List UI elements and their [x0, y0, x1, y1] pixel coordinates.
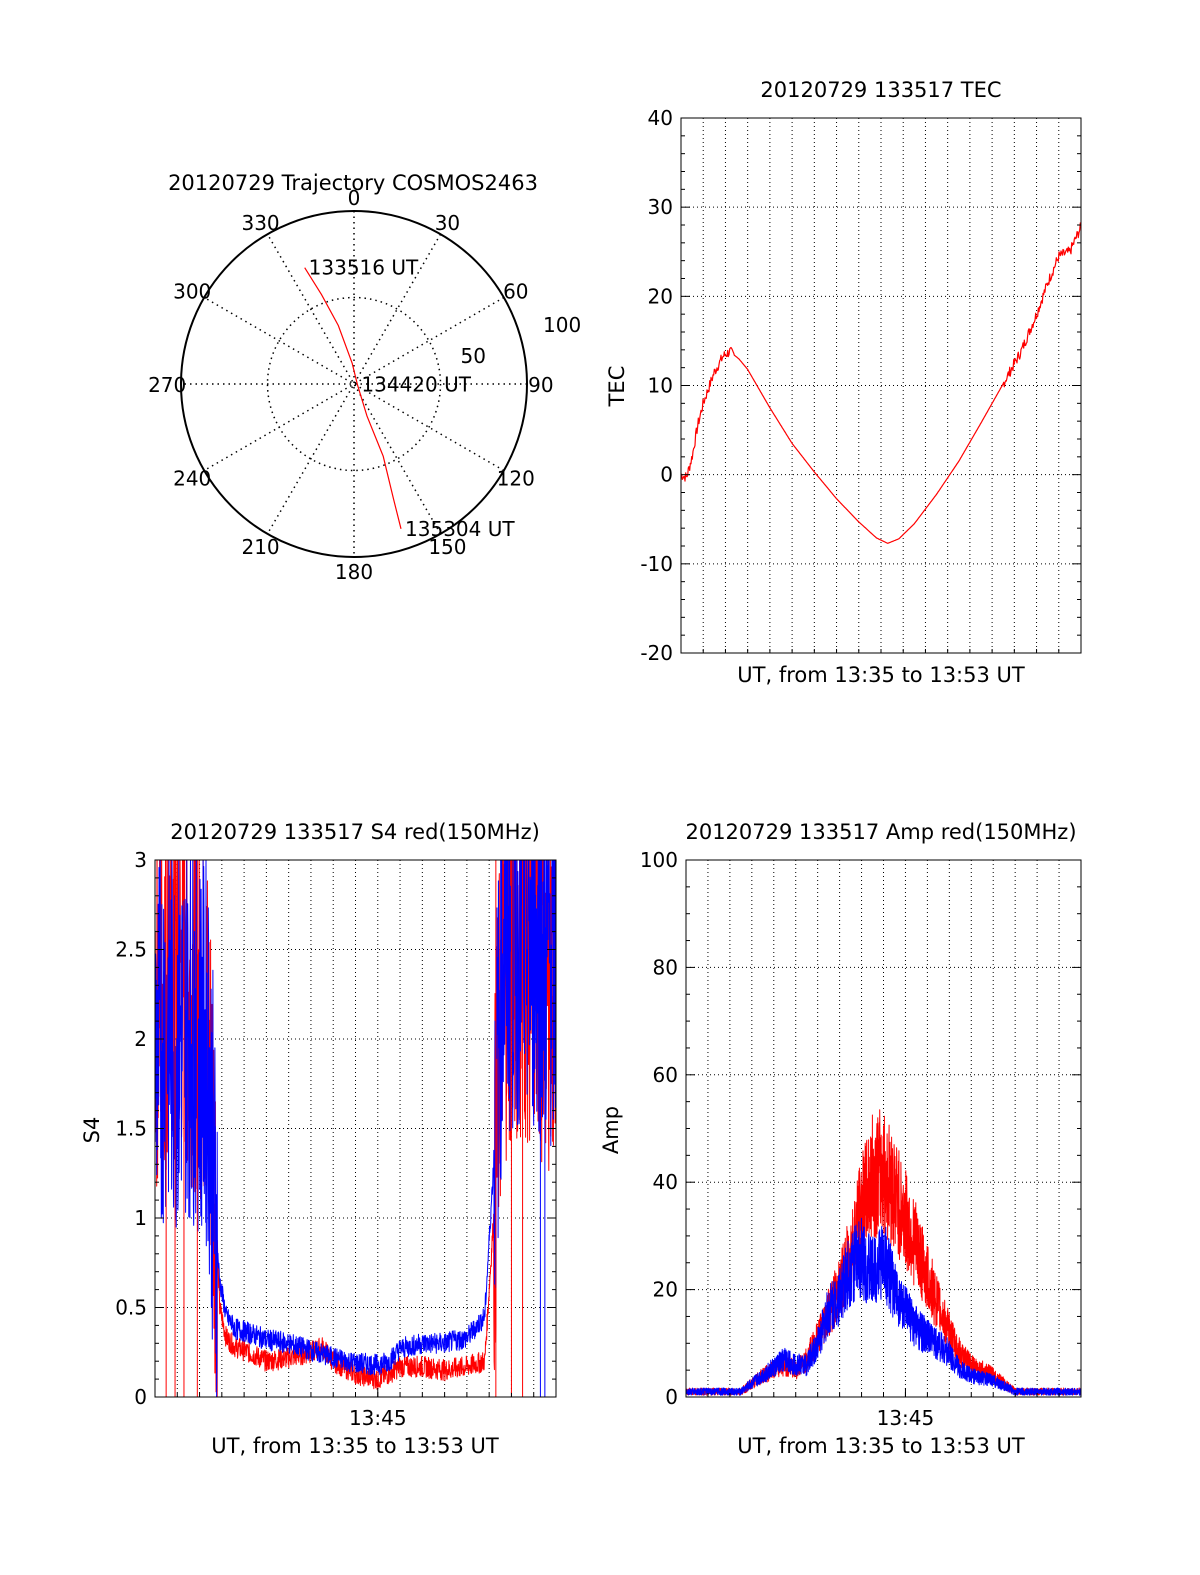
radial-label: 100 — [543, 313, 581, 337]
amp-ylabel: Amp — [599, 1106, 623, 1154]
y-tick-label: 100 — [640, 848, 678, 872]
polar-labels: 0 30 60 90 120 150 180 210 240 270 300 330 50 100 1335… — [148, 186, 581, 584]
y-tick-label: 80 — [653, 955, 678, 979]
y-tick-label: 60 — [653, 1063, 678, 1087]
x-tick-label: 13:45 — [349, 1406, 407, 1430]
angle-label: 90 — [528, 373, 553, 397]
s4-axis: 0 0.5 1 1.5 2 2.5 3 13:45 — [115, 848, 557, 1430]
series-line-blue — [155, 860, 556, 1397]
polar-inner-circle — [266, 296, 442, 472]
y-tick-label: 1 — [134, 1206, 147, 1230]
y-tick-label: 0 — [665, 1385, 678, 1409]
amp-panel: 20120729 133517 Amp red(150MHz) 0 20 40 60 8… — [599, 820, 1082, 1458]
angle-label: 210 — [241, 535, 279, 559]
amp-series — [686, 1109, 1081, 1396]
trajectory-line — [304, 267, 402, 529]
amp-title: 20120729 133517 Amp red(150MHz) — [685, 820, 1076, 844]
angle-label: 60 — [503, 280, 528, 304]
y-tick-label: 1.5 — [115, 1117, 147, 1141]
tec-axis: -20 -10 0 10 20 30 40 — [640, 106, 1082, 665]
y-tick-label: -10 — [640, 552, 673, 576]
series-line-red — [681, 222, 1081, 544]
y-tick-label: 30 — [648, 195, 673, 219]
plot-frame — [154, 859, 557, 1398]
y-tick-label: 10 — [648, 374, 673, 398]
trajectory-time-label: 133516 UT — [309, 256, 419, 280]
angle-label: 30 — [435, 211, 460, 235]
polar-grid — [180, 210, 528, 558]
polar-series — [304, 267, 402, 529]
angle-label: 180 — [335, 560, 373, 584]
y-tick-label: 2.5 — [115, 938, 147, 962]
trajectory-time-label: 134420 UT — [361, 373, 471, 397]
angle-label: 120 — [497, 466, 535, 490]
tec-grid — [681, 118, 1081, 653]
amp-axis: 0 20 40 60 80 100 13:45 — [640, 848, 1082, 1430]
s4-ylabel: S4 — [80, 1117, 104, 1144]
plot-frame — [680, 117, 1082, 654]
x-tick-label: 13:45 — [877, 1406, 935, 1430]
s4-title: 20120729 133517 S4 red(150MHz) — [170, 820, 540, 844]
y-tick-label: 0.5 — [115, 1296, 147, 1320]
series-layer — [686, 1109, 1081, 1396]
y-tick-label: 20 — [653, 1278, 678, 1302]
angle-label: 0 — [348, 186, 361, 210]
plot-frame — [685, 859, 1082, 1398]
angle-label: 270 — [148, 373, 186, 397]
amp-grid — [686, 860, 1081, 1397]
tec-title: 20120729 133517 TEC — [760, 78, 1001, 102]
angle-label: 240 — [173, 466, 211, 490]
tec-ylabel: TEC — [605, 366, 629, 408]
series-layer — [155, 860, 556, 1397]
y-tick-label: 40 — [653, 1170, 678, 1194]
s4-panel: 20120729 133517 S4 red(150MHz) 0 0.5 1 1.5 2… — [80, 820, 557, 1458]
series-layer — [681, 222, 1081, 544]
angle-label: 150 — [428, 535, 466, 559]
y-tick-label: 0 — [660, 463, 673, 487]
radial-label: 50 — [461, 344, 486, 368]
s4-xlabel: UT, from 13:35 to 13:53 UT — [211, 1434, 499, 1458]
y-tick-label: 2 — [134, 1027, 147, 1051]
series-line-blue — [686, 1217, 1081, 1396]
y-tick-label: 20 — [648, 284, 673, 308]
angle-label: 330 — [241, 211, 279, 235]
y-tick-label: -20 — [640, 641, 673, 665]
y-tick-label: 40 — [648, 106, 673, 130]
trajectory-title: 20120729 Trajectory COSMOS2463 — [168, 171, 538, 195]
tec-xlabel: UT, from 13:35 to 13:53 UT — [737, 663, 1025, 687]
trajectory-panel: 20120729 Trajectory COSMOS2463 0 30 60 90 12… — [148, 171, 581, 584]
tec-series — [681, 222, 1081, 544]
y-tick-label: 0 — [134, 1385, 147, 1409]
tec-panel: 20120729 133517 TEC -20 -10 0 10 20 30 40 UT, … — [605, 78, 1082, 687]
angle-label: 300 — [173, 280, 211, 304]
trajectory-time-label: 135304 UT — [405, 517, 515, 541]
amp-xlabel: UT, from 13:35 to 13:53 UT — [737, 1434, 1025, 1458]
s4-series — [155, 860, 556, 1397]
y-tick-label: 3 — [134, 848, 147, 872]
series-line-red — [155, 860, 556, 1397]
